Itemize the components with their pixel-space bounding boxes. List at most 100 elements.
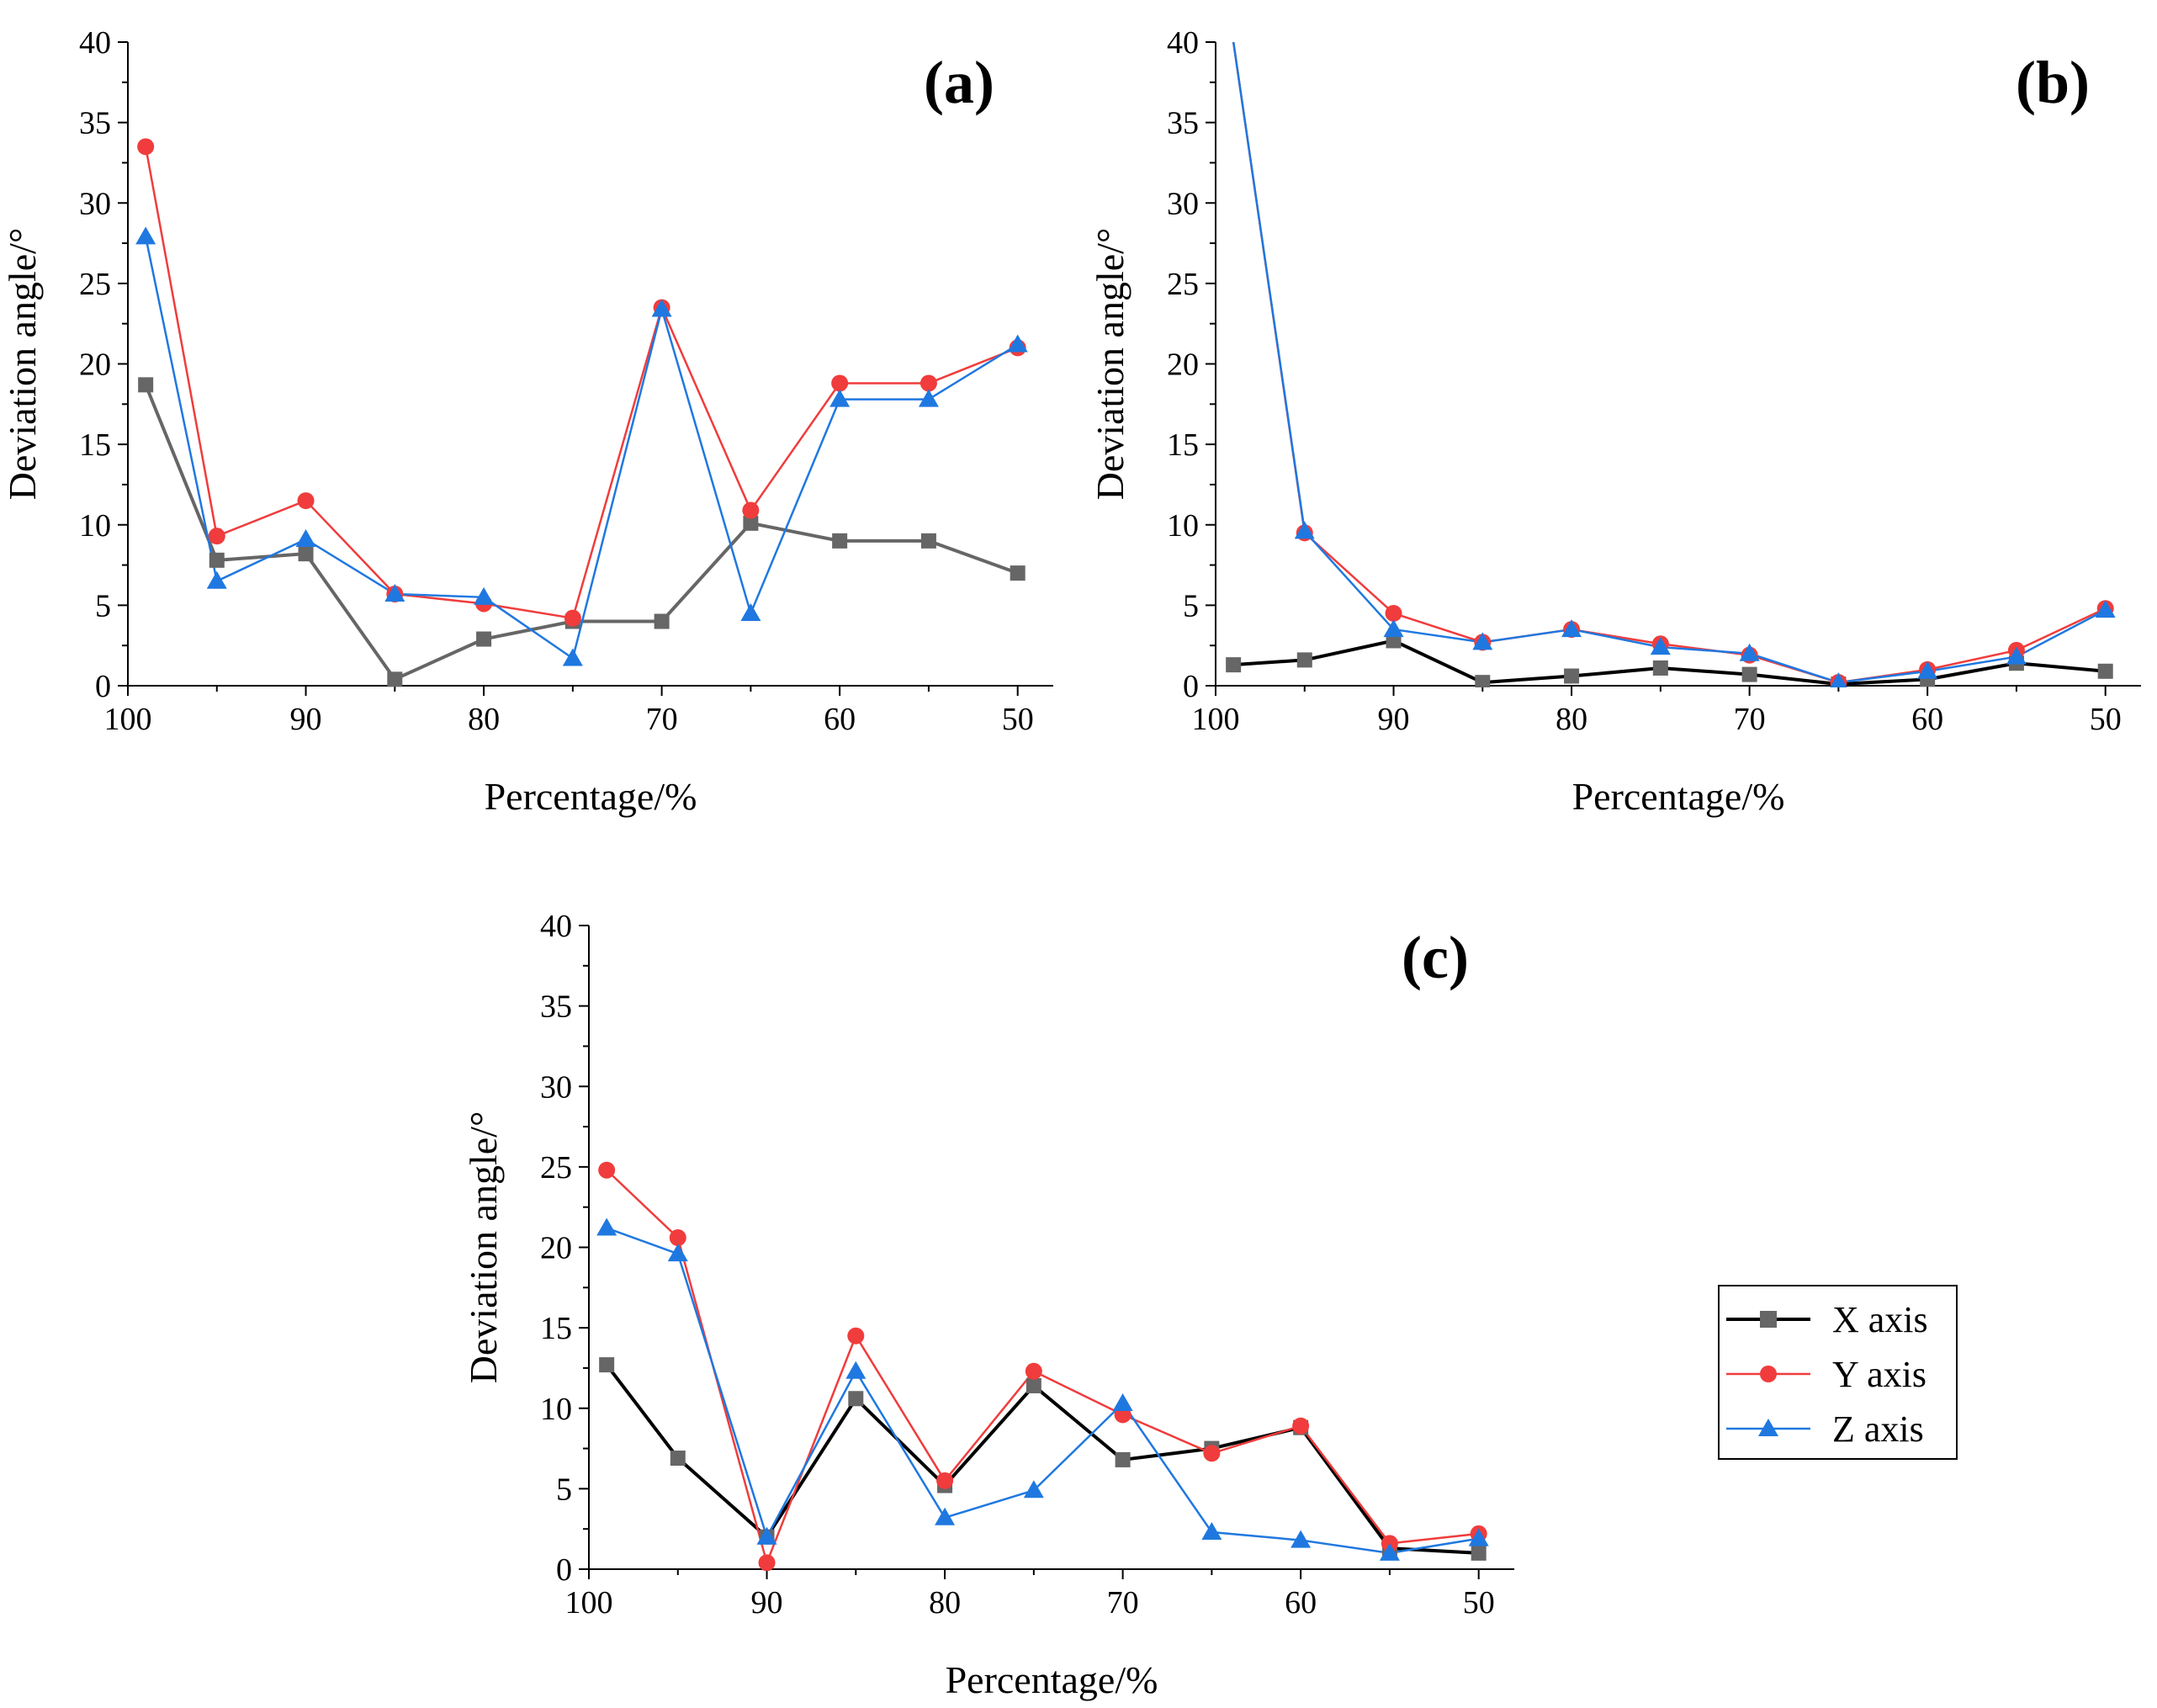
x-tick-label: 60 [1911, 702, 1943, 737]
y-tick-label: 0 [1183, 669, 1199, 704]
data-point-z [295, 528, 316, 547]
data-point-z [1294, 521, 1315, 539]
data-point-z [1201, 1522, 1222, 1541]
data-point-y [1025, 1362, 1042, 1380]
x-tick-label: 70 [1734, 702, 1766, 737]
y-tick-label: 5 [556, 1472, 572, 1507]
y-tick-label: 15 [1167, 427, 1199, 463]
data-point-y [137, 138, 155, 156]
data-point-x [1226, 657, 1242, 673]
x-tick-label: 100 [104, 702, 152, 737]
data-point-z [562, 648, 583, 666]
series-line-y [144, 146, 1019, 619]
y-axis-title: Deviation angle/° [1089, 228, 1131, 501]
data-point-x [832, 533, 848, 549]
series-line-y [606, 1169, 1479, 1564]
data-point-x [209, 552, 225, 568]
data-point-z [1383, 619, 1404, 638]
series-line-z [606, 1227, 1479, 1555]
data-point-z [756, 1526, 777, 1545]
data-point-z [206, 570, 227, 589]
data-point-y [564, 609, 581, 627]
data-point-x [670, 1451, 686, 1467]
data-point-z [651, 299, 672, 317]
x-tick-label: 90 [290, 702, 322, 737]
legend-marker-x [1760, 1311, 1777, 1328]
legend-marker-z [1758, 1419, 1778, 1436]
data-point-y [1385, 604, 1402, 622]
panel-label: (c) [1402, 924, 1469, 991]
legend-entry-z: Z axis [1726, 1408, 1924, 1450]
y-axis-title: Deviation angle/° [462, 1111, 505, 1384]
legend-label-z: Z axis [1832, 1408, 1924, 1450]
y-tick-label: 25 [79, 267, 111, 302]
x-axis-title: Percentage/% [1572, 775, 1785, 818]
data-point-y [208, 528, 225, 545]
x-tick-label: 80 [468, 702, 500, 737]
data-point-z [1739, 643, 1760, 661]
y-tick-label: 15 [79, 427, 111, 463]
x-tick-label: 50 [2090, 702, 2122, 737]
data-point-z [1379, 1542, 1400, 1561]
data-point-y [297, 492, 315, 510]
data-point-z [1561, 619, 1582, 638]
y-axis-title: Deviation angle/° [1, 228, 44, 501]
data-point-z [1112, 1393, 1133, 1412]
x-tick-label: 80 [1555, 702, 1587, 737]
y-tick-label: 5 [1183, 588, 1199, 623]
data-point-z [1468, 1528, 1489, 1546]
x-tick-label: 90 [751, 1585, 783, 1620]
x-tick-label: 50 [1463, 1585, 1495, 1620]
data-point-z [596, 1217, 617, 1236]
plot-area [596, 1161, 1489, 1571]
data-point-x [1296, 652, 1312, 668]
x-tick-label: 60 [824, 702, 856, 737]
data-point-z [2006, 646, 2027, 665]
y-tick-label: 15 [540, 1311, 572, 1346]
data-point-x [1115, 1451, 1131, 1467]
y-tick-label: 35 [540, 989, 572, 1025]
y-tick-label: 10 [540, 1392, 572, 1427]
data-point-x [1026, 1377, 1041, 1393]
legend-entry-y: Y axis [1726, 1354, 1926, 1395]
data-point-z [935, 1507, 956, 1525]
data-point-y [831, 374, 849, 392]
legend-entry-x: X axis [1726, 1299, 1928, 1340]
chart-panel-a: 0 5 10 15 20 25 30 35 40 100 90 80 70 60 50 Percentage/… [1, 25, 1053, 818]
legend: X axis Y axis Z axis [1718, 1285, 1958, 1460]
data-point-x [2097, 663, 2113, 679]
data-point-y [920, 374, 937, 392]
series-line-x [144, 384, 1019, 682]
panel-label: (a) [924, 49, 994, 116]
data-point-z [829, 389, 851, 407]
data-point-x [599, 1357, 615, 1373]
plot-area [1226, 41, 2116, 687]
data-point-y [669, 1229, 686, 1247]
data-point-y [1292, 1417, 1310, 1435]
data-point-x [1652, 660, 1668, 676]
data-point-z [1830, 672, 1847, 687]
data-point-x [1741, 666, 1757, 682]
x-tick-label: 50 [1002, 702, 1034, 737]
data-point-z [474, 586, 495, 605]
data-point-x [1010, 565, 1026, 581]
data-point-z [1650, 637, 1671, 655]
data-point-y [936, 1472, 954, 1489]
y-tick-label: 35 [1167, 106, 1199, 141]
data-point-x [138, 377, 154, 393]
data-point-z [1917, 660, 1938, 679]
y-tick-label: 35 [79, 106, 111, 141]
x-tick-label: 100 [1192, 702, 1240, 737]
y-tick-label: 10 [1167, 508, 1199, 544]
data-point-z [1007, 334, 1028, 353]
data-point-z [845, 1361, 867, 1379]
data-point-x [1564, 668, 1580, 684]
x-axis-title: Percentage/% [485, 775, 697, 818]
data-point-z [918, 389, 939, 407]
data-point-x [1471, 1545, 1487, 1561]
data-point-x [654, 613, 670, 629]
y-tick-label: 20 [1167, 347, 1199, 383]
data-point-x [848, 1391, 864, 1407]
data-point-x [387, 671, 403, 687]
data-point-y [742, 501, 760, 519]
